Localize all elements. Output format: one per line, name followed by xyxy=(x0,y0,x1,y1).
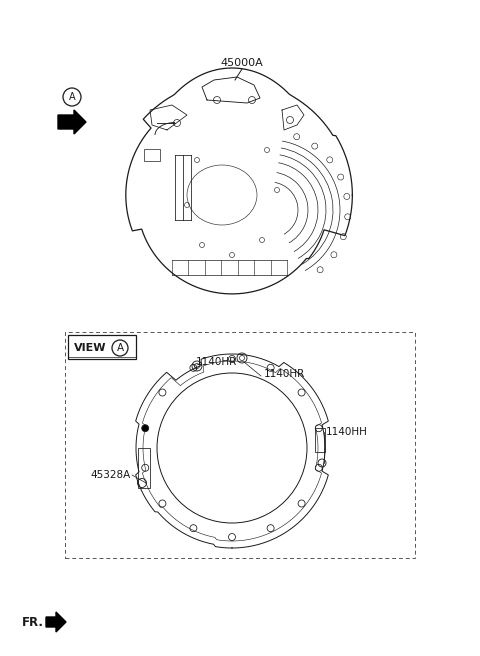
Text: 1140HR: 1140HR xyxy=(264,369,305,379)
Text: A: A xyxy=(69,92,75,102)
Bar xyxy=(138,448,150,488)
Polygon shape xyxy=(126,68,352,294)
Polygon shape xyxy=(58,110,86,134)
Text: VIEW: VIEW xyxy=(74,343,107,353)
Circle shape xyxy=(142,424,149,432)
Bar xyxy=(315,428,325,452)
Bar xyxy=(65,332,415,558)
Bar xyxy=(144,149,160,161)
Circle shape xyxy=(157,373,307,523)
Text: 1140HH: 1140HH xyxy=(326,427,368,437)
Text: 45000A: 45000A xyxy=(221,58,264,68)
Polygon shape xyxy=(46,612,66,632)
Bar xyxy=(68,335,136,359)
Text: A: A xyxy=(117,343,123,353)
Polygon shape xyxy=(136,354,328,548)
Text: 1140HR: 1140HR xyxy=(196,357,237,367)
Text: FR.: FR. xyxy=(22,615,44,628)
Text: 45328A: 45328A xyxy=(90,470,130,480)
